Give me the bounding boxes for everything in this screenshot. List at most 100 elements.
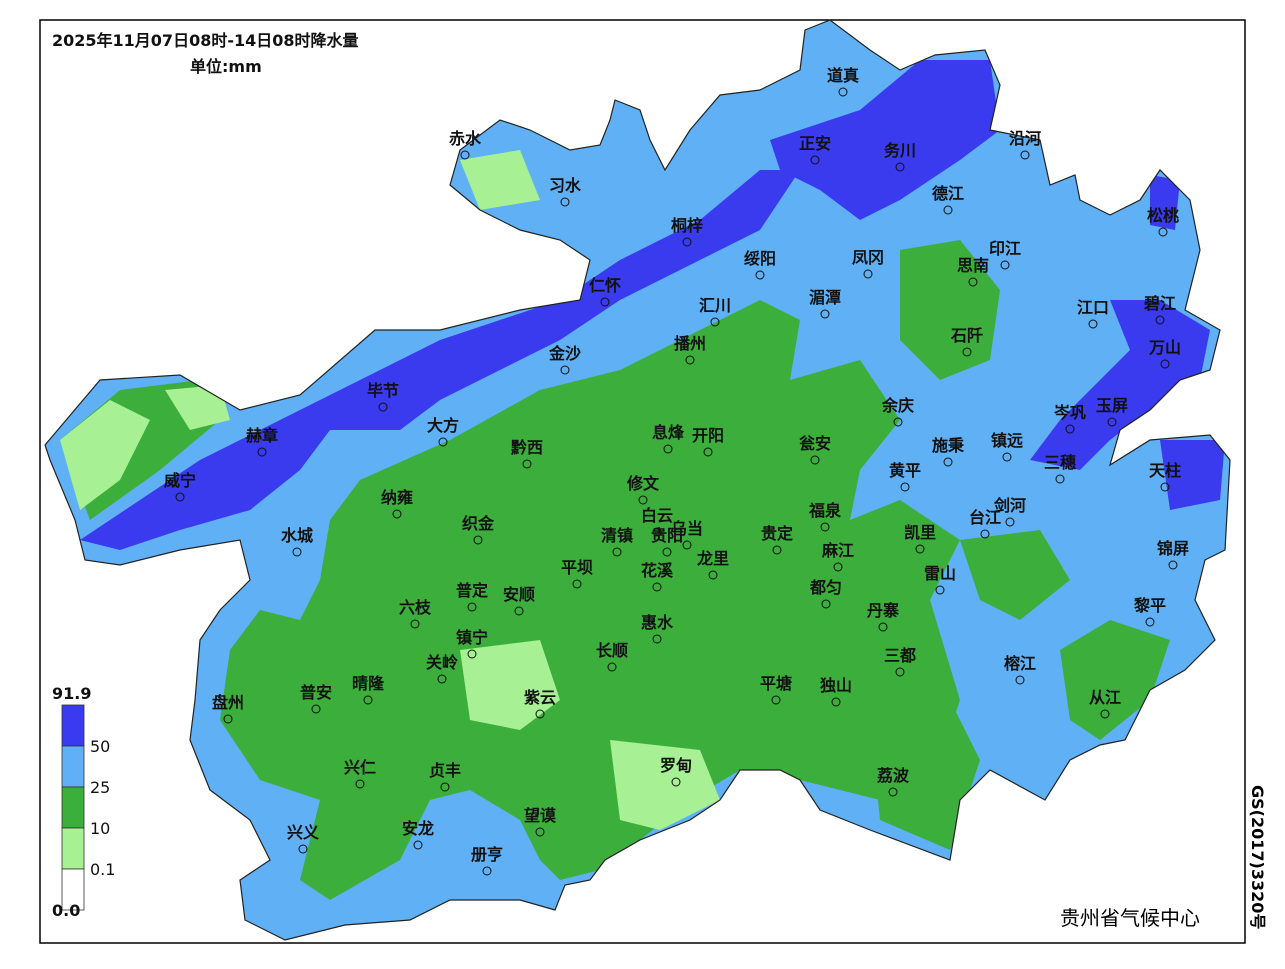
city-marker	[560, 197, 570, 207]
city-marker	[682, 237, 692, 247]
city-label: 榕江	[1004, 654, 1036, 673]
city-marker	[863, 269, 873, 279]
city-label: 关岭	[426, 653, 458, 672]
city-marker	[943, 205, 953, 215]
city-label: 纳雍	[381, 488, 413, 507]
city-label: 镇远	[991, 431, 1023, 450]
city-label: 赤水	[449, 129, 482, 148]
legend-label: 0.0	[52, 901, 80, 920]
city-marker	[833, 562, 843, 572]
city-label: 威宁	[164, 471, 196, 490]
city-label: 麻江	[821, 541, 854, 560]
city-label: 乌当	[671, 519, 703, 538]
city-label: 兴义	[287, 823, 319, 842]
city-marker	[223, 714, 233, 724]
city-label: 播州	[674, 334, 706, 353]
precip-area	[460, 150, 540, 210]
city-label: 晴隆	[352, 674, 385, 693]
city-label: 正安	[799, 134, 831, 153]
city-marker	[467, 602, 477, 612]
city-label: 从江	[1089, 688, 1121, 707]
city-marker	[820, 309, 830, 319]
city-marker	[968, 277, 978, 287]
city-label: 长顺	[596, 641, 628, 660]
city-marker	[895, 667, 905, 677]
city-label: 赫章	[246, 426, 278, 445]
city-label: 贵定	[761, 524, 793, 543]
city-marker	[663, 444, 673, 454]
city-label: 安顺	[503, 585, 535, 604]
city-marker	[482, 866, 492, 876]
city-label: 六枝	[399, 598, 432, 617]
frame	[39, 19, 1246, 944]
city-label: 平坝	[561, 558, 593, 577]
legend-label: 91.9	[52, 684, 91, 703]
city-marker	[292, 547, 302, 557]
legend-swatch	[61, 868, 85, 911]
city-label: 印江	[989, 239, 1021, 258]
precip-area	[1150, 175, 1180, 230]
city-label: 盘州	[212, 693, 244, 712]
city-marker	[1155, 315, 1165, 325]
city-label: 道真	[827, 66, 859, 85]
city-marker	[1020, 150, 1030, 160]
city-marker	[820, 522, 830, 532]
city-label: 思南	[957, 256, 989, 275]
city-marker	[755, 270, 765, 280]
city-label: 修文	[626, 474, 660, 493]
city-marker	[363, 695, 373, 705]
unit: 单位:mm	[190, 57, 262, 76]
city-label: 江口	[1077, 298, 1109, 317]
city-marker	[810, 155, 820, 165]
city-marker	[440, 782, 450, 792]
city-label: 施秉	[932, 436, 965, 455]
precip-area	[900, 240, 1000, 380]
city-label: 普定	[456, 581, 488, 600]
city-marker	[662, 547, 672, 557]
city-label: 黎平	[1134, 596, 1166, 615]
city-marker	[682, 540, 692, 550]
city-marker	[878, 622, 888, 632]
precip-area	[60, 400, 150, 510]
city-label: 石阡	[950, 326, 983, 345]
city-label: 碧江	[1143, 294, 1176, 313]
city-label: 锦屏	[1157, 539, 1189, 558]
city-marker	[1055, 474, 1065, 484]
city-label: 望谟	[524, 806, 557, 825]
city-label: 湄潭	[809, 288, 841, 307]
city-marker	[572, 579, 582, 589]
city-marker	[980, 529, 990, 539]
city-marker	[772, 545, 782, 555]
city-marker	[638, 495, 648, 505]
city-label: 册亨	[471, 845, 503, 864]
city-marker	[612, 547, 622, 557]
precip-area	[220, 300, 960, 900]
city-label: 都匀	[809, 578, 842, 597]
city-marker	[355, 779, 365, 789]
city-marker	[943, 457, 953, 467]
city-marker	[413, 840, 423, 850]
city-label: 汇川	[699, 296, 731, 315]
precip-area	[165, 385, 230, 430]
city-label: 镇宁	[456, 628, 488, 647]
city-marker	[1107, 417, 1117, 427]
city-label: 沿河	[1009, 129, 1041, 148]
city-marker	[1088, 319, 1098, 329]
city-label: 安龙	[402, 819, 434, 838]
city-label: 黄平	[889, 461, 921, 480]
city-marker	[900, 482, 910, 492]
legend-label: 0.1	[90, 860, 115, 879]
city-label: 玉屏	[1096, 396, 1128, 415]
city-marker	[438, 437, 448, 447]
city-marker	[437, 674, 447, 684]
legend-label: 10	[90, 819, 110, 838]
city-label: 惠水	[641, 613, 674, 632]
city-marker	[535, 709, 545, 719]
city-marker	[771, 695, 781, 705]
city-label: 普安	[300, 683, 332, 702]
city-label: 息烽	[652, 423, 685, 442]
city-label: 余庆	[881, 396, 914, 415]
precip-area	[870, 700, 980, 850]
city-label: 三穗	[1044, 453, 1076, 472]
